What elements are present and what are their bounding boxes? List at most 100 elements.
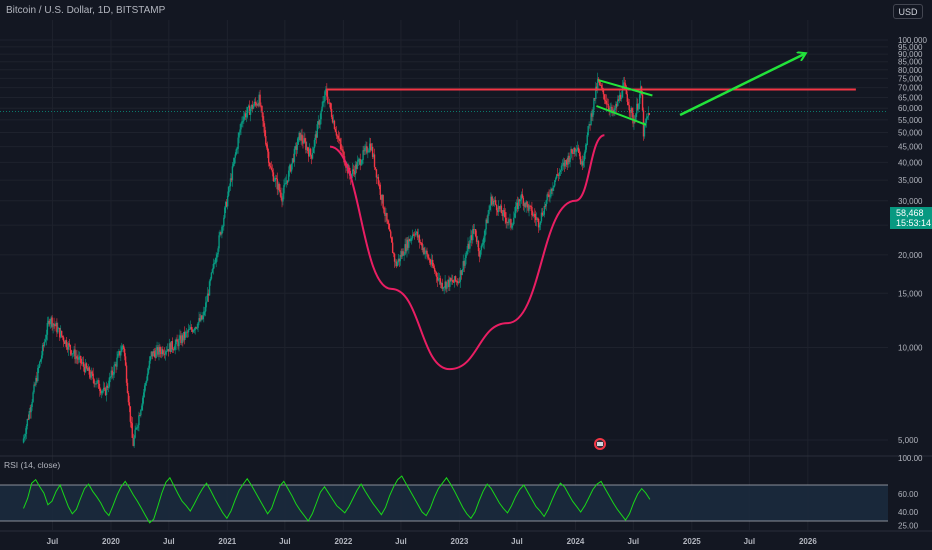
candle [494, 196, 497, 206]
candle [131, 417, 133, 439]
candle [547, 191, 549, 198]
candle [312, 146, 315, 154]
candle [246, 106, 249, 119]
candle [463, 260, 465, 273]
candle [597, 77, 600, 83]
candle [627, 98, 629, 106]
time-tick-label: Jul [47, 537, 59, 546]
candle [128, 395, 131, 413]
candle [124, 353, 127, 367]
candle [217, 246, 219, 258]
candle [63, 340, 66, 344]
candle [400, 248, 402, 260]
candle [571, 148, 573, 154]
candle [580, 158, 583, 167]
candle [360, 159, 362, 166]
candle [531, 201, 533, 221]
candle [243, 111, 245, 124]
candle [241, 116, 243, 128]
candle [140, 408, 142, 418]
candle [86, 365, 89, 371]
candle [178, 334, 180, 352]
candle [54, 323, 56, 332]
candle [351, 162, 354, 179]
candle [318, 119, 320, 129]
candle [47, 316, 50, 327]
candle [490, 192, 492, 212]
candle [380, 194, 382, 206]
candle [259, 89, 261, 108]
candle [172, 347, 174, 353]
candle [481, 239, 484, 248]
candle [433, 264, 436, 274]
candle [496, 207, 499, 216]
time-tick-label: 2023 [451, 537, 469, 546]
candle [70, 349, 72, 356]
candle [540, 208, 543, 224]
candle [526, 201, 528, 208]
candle [309, 147, 312, 160]
candle [270, 161, 273, 171]
rsi-tick-label: 25.00 [898, 522, 919, 531]
candle [186, 329, 189, 338]
candle [332, 114, 335, 125]
flag-icon[interactable] [594, 438, 606, 450]
candle [419, 239, 422, 246]
candle [205, 296, 207, 317]
candle [367, 147, 369, 159]
candle [628, 98, 630, 117]
candle [35, 375, 37, 388]
candle [148, 356, 151, 370]
candle [230, 173, 233, 183]
candle [535, 212, 538, 227]
candle [570, 146, 572, 160]
candle [227, 185, 230, 198]
candle [613, 105, 615, 116]
cup-curve[interactable] [329, 134, 605, 371]
candle [394, 258, 397, 267]
rsi-tick-label: 100.00 [898, 454, 923, 463]
breakout-arrow[interactable] [679, 54, 804, 117]
candle [399, 250, 401, 266]
candle [560, 162, 563, 174]
candle [73, 345, 75, 357]
candle [457, 278, 460, 285]
candle [563, 158, 566, 172]
candle [581, 155, 584, 170]
flag-top-line[interactable] [598, 79, 653, 97]
price-tick-label: 55,000 [898, 116, 923, 125]
candle [590, 111, 592, 126]
candle [226, 191, 229, 210]
candle [480, 243, 483, 255]
candle [100, 387, 102, 396]
candle [541, 207, 544, 217]
price-tick-label: 50,000 [898, 129, 923, 138]
candle [284, 178, 286, 187]
candle [585, 143, 587, 153]
candle [436, 273, 439, 288]
candle [525, 200, 527, 213]
currency-button[interactable]: USD [893, 4, 923, 19]
candle [544, 203, 546, 210]
candle [339, 137, 341, 151]
candle [81, 358, 83, 366]
candle [524, 202, 526, 209]
candle [588, 121, 590, 129]
flag-bottom-line[interactable] [596, 105, 647, 126]
candle [207, 289, 210, 302]
candle [165, 346, 168, 356]
candle [157, 345, 159, 358]
candle [101, 389, 104, 396]
candle [434, 269, 437, 276]
candle [518, 198, 521, 206]
candle [390, 237, 393, 243]
candle [430, 258, 432, 267]
candle [449, 276, 451, 292]
candle [556, 167, 559, 177]
candle [139, 412, 141, 417]
candle [378, 180, 380, 190]
candle [407, 236, 409, 250]
price-tick-label: 30,000 [898, 197, 923, 206]
time-tick-label: 2020 [102, 537, 120, 546]
